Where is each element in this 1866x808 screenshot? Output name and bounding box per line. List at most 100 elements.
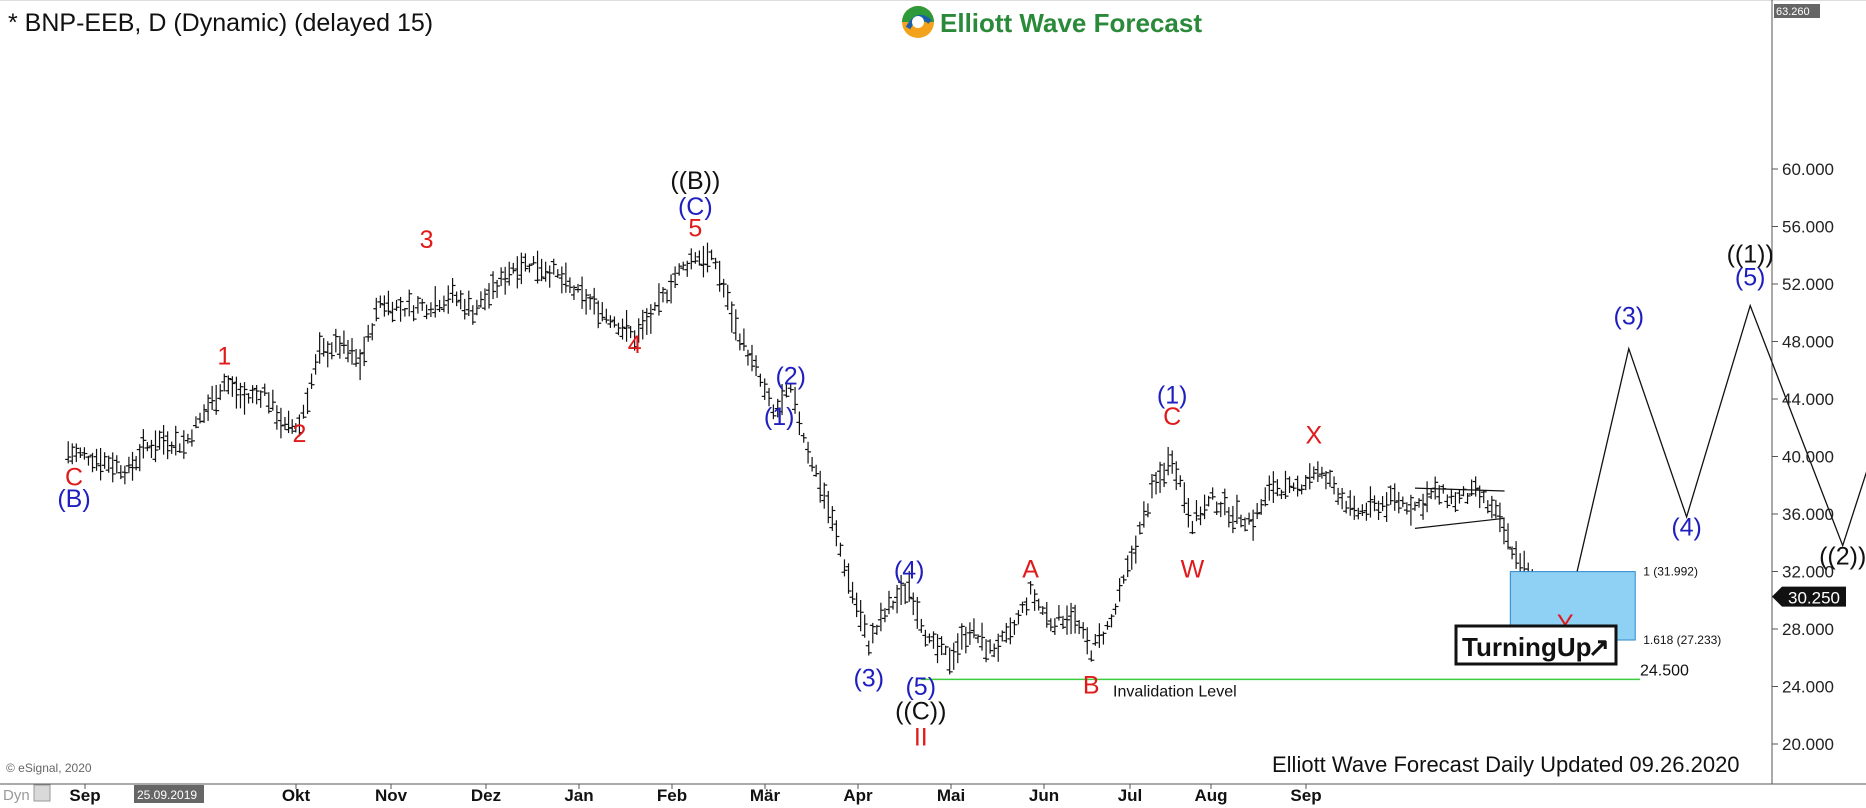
ohlc-bar [316, 332, 323, 364]
ohlc-bar [344, 339, 351, 363]
ohlc-bar [1007, 617, 1014, 645]
ohlc-bar [1306, 463, 1313, 490]
ohlc-bar [692, 252, 699, 264]
price-axis[interactable]: 20.000 24.000 28.000 32.000 36.000 40.000 44.0… [1772, 4, 1846, 754]
ohlc-bar [623, 310, 630, 342]
ohlc-bar [787, 383, 794, 393]
ohlc-bar [69, 443, 76, 465]
ohlc-bar [1027, 581, 1034, 595]
ohlc-bar [502, 266, 509, 295]
ohlc-bar [340, 330, 347, 354]
ohlc-bar [308, 373, 315, 389]
ohlc-bar [93, 448, 100, 471]
x-tick-label: Jan [564, 786, 593, 805]
ohlc-bar [1282, 470, 1289, 499]
ohlc-bar [265, 392, 272, 414]
ohlc-bar [440, 295, 447, 313]
ohlc-bar [1258, 499, 1265, 515]
ohlc-bar [292, 423, 299, 433]
ohlc-bar [97, 448, 104, 481]
ohlc-bar [779, 384, 786, 416]
wave-label: ((1)) [1727, 240, 1774, 268]
ohlc-bar [595, 300, 602, 329]
ohlc-bar [877, 602, 884, 632]
ohlc-bar [105, 455, 112, 473]
ohlc-bar [357, 349, 364, 381]
ohlc-bar [712, 257, 719, 270]
ohlc-bar [188, 429, 195, 447]
ohlc-bar [1428, 487, 1435, 500]
ohlc-bar [526, 263, 533, 273]
ohlc-bar [1250, 509, 1257, 541]
ohlc-bar [423, 304, 430, 320]
ohlc-bar [684, 260, 691, 277]
ohlc-bar [273, 405, 280, 430]
ohlc-bar [1193, 500, 1200, 522]
ohlc-bar [449, 278, 456, 303]
ohlc-bar [401, 307, 408, 317]
x-tick-label: Jul [1118, 786, 1143, 805]
ohlc-bar [1165, 446, 1172, 476]
dyn-toggle[interactable] [33, 784, 51, 802]
ohlc-bar [1367, 486, 1374, 518]
ohlc-bar [845, 563, 852, 594]
ohlc-bar [869, 622, 876, 644]
ohlc-bar [1480, 490, 1487, 504]
ohlc-bar [129, 451, 136, 481]
ohlc-bar [1399, 496, 1406, 508]
ohlc-bar [619, 318, 626, 340]
ohlc-bar [192, 416, 199, 429]
ohlc-bar [1270, 471, 1277, 503]
ohlc-bar [958, 623, 965, 650]
ohlc-bar [659, 286, 666, 303]
ohlc-bar [304, 387, 311, 415]
ohlc-bar [385, 290, 392, 316]
ohlc-bar [1488, 495, 1495, 519]
ohlc-bar [1124, 555, 1131, 578]
ohlc-bar [1355, 507, 1362, 520]
ohlc-bar [615, 322, 622, 336]
ohlc-bar [1197, 506, 1204, 526]
ohlc-bar [918, 618, 925, 633]
ohlc-bar [995, 633, 1002, 662]
ohlc-bar [554, 269, 561, 279]
ohlc-bar [1225, 507, 1232, 528]
ohlc-bar [766, 387, 773, 407]
ohlc-bar [176, 443, 183, 453]
ohlc-bar [101, 452, 108, 469]
ohlc-bar [534, 250, 541, 284]
ohlc-bar [774, 398, 781, 418]
ohlc-bar [1424, 481, 1431, 513]
ohlc-bar [1128, 545, 1135, 570]
ohlc-bar [676, 263, 683, 276]
wave-label: ((B)) [670, 167, 720, 195]
ohlc-bar [809, 456, 816, 472]
ohlc-bar [369, 323, 376, 341]
ohlc-bar [1509, 546, 1516, 560]
ohlc-bar [1476, 485, 1483, 509]
ohlc-bar [65, 441, 72, 464]
ohlc-bar [1298, 484, 1305, 495]
ohlc-bar [365, 324, 372, 342]
ohlc-bar [1011, 619, 1018, 635]
ohlc-bar [1278, 489, 1285, 500]
x-tick-label: Sep [1290, 786, 1321, 805]
wave-label: 2 [292, 420, 306, 448]
ohlc-bar [217, 384, 224, 401]
ohlc-bar [457, 290, 464, 310]
ohlc-bar [1189, 520, 1196, 535]
wave-label: II [914, 723, 928, 751]
ohlc-bar [1185, 497, 1192, 528]
ohlc-bar [164, 431, 171, 460]
x-tick-label: Apr [843, 786, 873, 805]
ohlc-bar [522, 253, 529, 272]
ohlc-bar [312, 354, 319, 375]
ohlc-bar [930, 631, 937, 649]
ohlc-bar [800, 432, 807, 443]
ohlc-bar [289, 419, 296, 434]
wave-label: 1 [217, 343, 231, 371]
ohlc-bar [1484, 500, 1491, 514]
ohlc-bar [1092, 634, 1099, 646]
ohlc-bar [1084, 627, 1091, 655]
time-axis[interactable]: Sep Okt Nov Dez Jan Feb Mär Apr Mai Jun Jul Aug Sep [69, 784, 1322, 805]
